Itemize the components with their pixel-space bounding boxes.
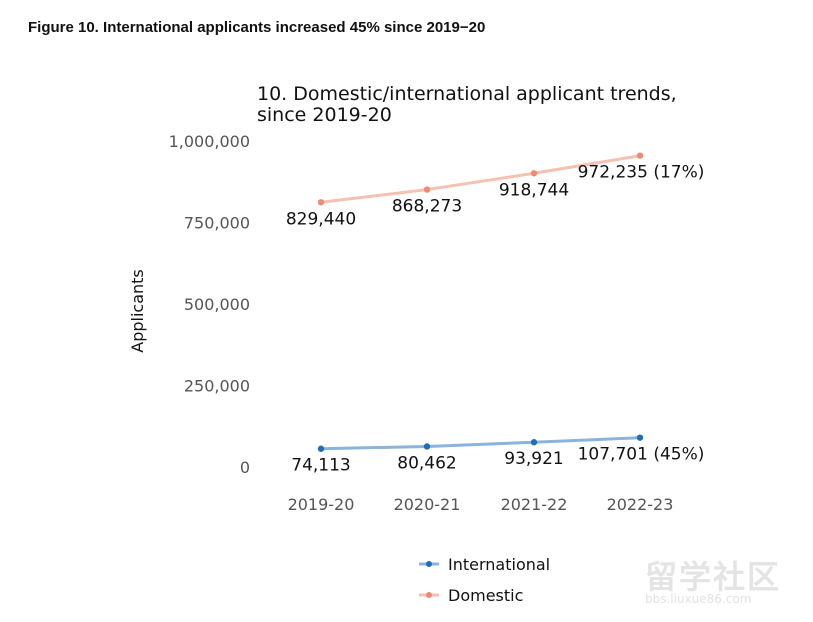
legend-label: International [448,555,550,574]
chart-title: 10. Domestic/international applicant tre… [257,83,677,126]
data-label: 107,701 (45%) [578,445,705,465]
data-label: 74,113 [291,456,350,476]
legend-swatch-point [426,561,432,567]
data-label: 918,744 [499,180,569,200]
data-label: 93,921 [504,449,563,469]
x-tick-label: 2019-20 [288,495,355,514]
data-label: 972,235 (17%) [578,163,705,183]
data-point [317,199,325,206]
legend-item-international: International [419,555,550,574]
x-tick-label: 2021-22 [501,495,568,514]
data-label: 829,440 [286,209,356,229]
data-label: 80,462 [397,453,456,473]
legend-label: Domestic [448,586,523,605]
data-point [636,152,644,159]
legend-swatch-point [426,592,432,598]
legend: International Domestic [419,555,550,605]
series-international: 74,113 80,462 93,921 107,701 (45%) [291,434,705,476]
series-line-domestic [319,154,642,204]
series-group: 74,113 80,462 93,921 107,701 (45%) 829,440 86… [286,152,705,476]
y-tick-label: 250,000 [184,377,250,396]
chart-title-line-2: since 2019-20 [257,104,392,126]
data-point [530,439,538,446]
x-tick-label: 2022-23 [607,495,674,514]
data-point [636,434,644,441]
y-tick-label: 1,000,000 [169,132,250,151]
data-point [530,170,538,177]
y-axis-ticks: 0 250,000 500,000 750,000 1,000,000 [169,132,250,477]
series-line-international [319,436,642,451]
y-tick-label: 0 [240,458,250,477]
data-point [317,445,325,452]
data-point [423,186,431,193]
y-tick-label: 750,000 [184,214,250,233]
y-axis-label: Applicants [128,269,147,353]
data-point [423,443,431,450]
chart-title-line-1: 10. Domestic/international applicant tre… [257,83,677,105]
y-tick-label: 500,000 [184,295,250,314]
series-domestic: 829,440 868,273 918,744 972,235 (17%) [286,152,705,229]
legend-item-domestic: Domestic [419,586,523,605]
figure-caption: Figure 10. International applicants incr… [28,19,486,36]
x-tick-label: 2020-21 [394,495,461,514]
data-label: 868,273 [392,197,462,217]
x-axis-ticks: 2019-20 2020-21 2021-22 2022-23 [288,495,674,514]
